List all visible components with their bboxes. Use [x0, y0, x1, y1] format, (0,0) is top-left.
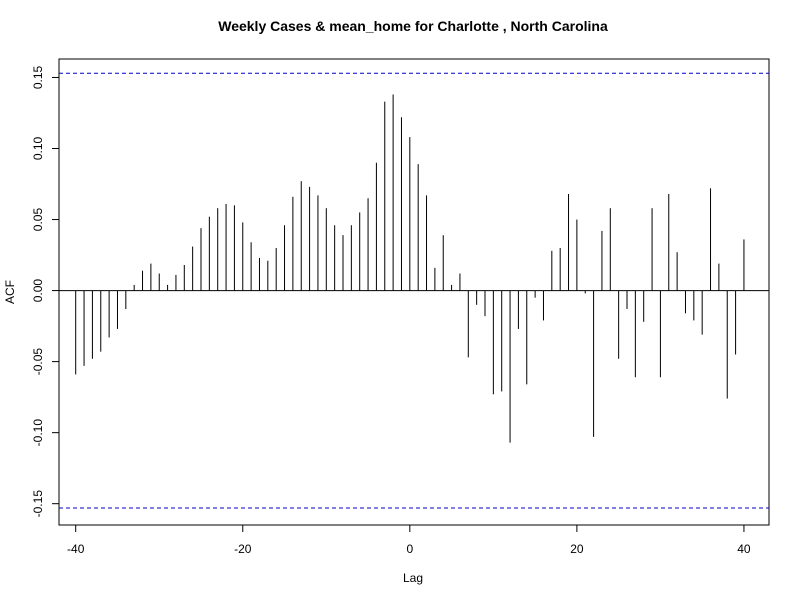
y-tick-label: 0.05	[31, 208, 45, 232]
plot-frame	[58, 58, 770, 526]
x-axis: -40 -20 0 20 40	[67, 524, 751, 556]
y-axis: -0.15 -0.10 -0.05 0.00 0.05 0.10 0.15	[31, 65, 60, 518]
x-tick-label: -20	[234, 542, 252, 556]
y-tick-label: -0.10	[31, 419, 45, 447]
y-tick-label: 0.00	[31, 279, 45, 303]
y-axis-label: ACF	[3, 280, 17, 304]
y-tick-label: 0.15	[31, 65, 45, 89]
y-tick-label: -0.05	[31, 348, 45, 376]
y-tick-label: 0.10	[31, 137, 45, 161]
confidence-band	[59, 72, 769, 509]
y-tick-label: -0.15	[31, 490, 45, 518]
ccf-stems	[75, 94, 745, 443]
x-tick-label: 40	[737, 542, 751, 556]
x-tick-label: -40	[67, 542, 85, 556]
chart-title: Weekly Cases & mean_home for Charlotte ,…	[218, 18, 608, 34]
x-tick-label: 0	[406, 542, 413, 556]
x-tick-label: 20	[570, 542, 584, 556]
x-axis-label: Lag	[403, 571, 423, 585]
